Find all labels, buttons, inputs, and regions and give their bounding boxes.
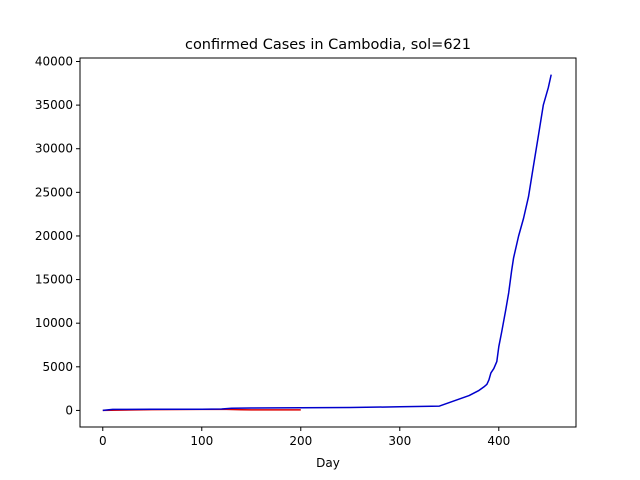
- y-tick-label: 25000: [35, 185, 73, 199]
- y-tick-label: 10000: [35, 316, 73, 330]
- y-tick-label: 30000: [35, 142, 73, 156]
- y-tick-label: 0: [65, 403, 73, 417]
- y-tick-label: 40000: [35, 54, 73, 68]
- x-tick-label: 400: [487, 434, 510, 448]
- x-axis-label: Day: [316, 456, 340, 470]
- x-tick-label: 0: [99, 434, 107, 448]
- y-tick-label: 35000: [35, 98, 73, 112]
- chart-title: confirmed Cases in Cambodia, sol=621: [185, 37, 471, 53]
- y-tick-label: 20000: [35, 229, 73, 243]
- x-tick-label: 200: [289, 434, 312, 448]
- x-tick-label: 300: [388, 434, 411, 448]
- y-tick-label: 15000: [35, 273, 73, 287]
- x-tick-label: 100: [190, 434, 213, 448]
- y-tick-label: 5000: [42, 360, 73, 374]
